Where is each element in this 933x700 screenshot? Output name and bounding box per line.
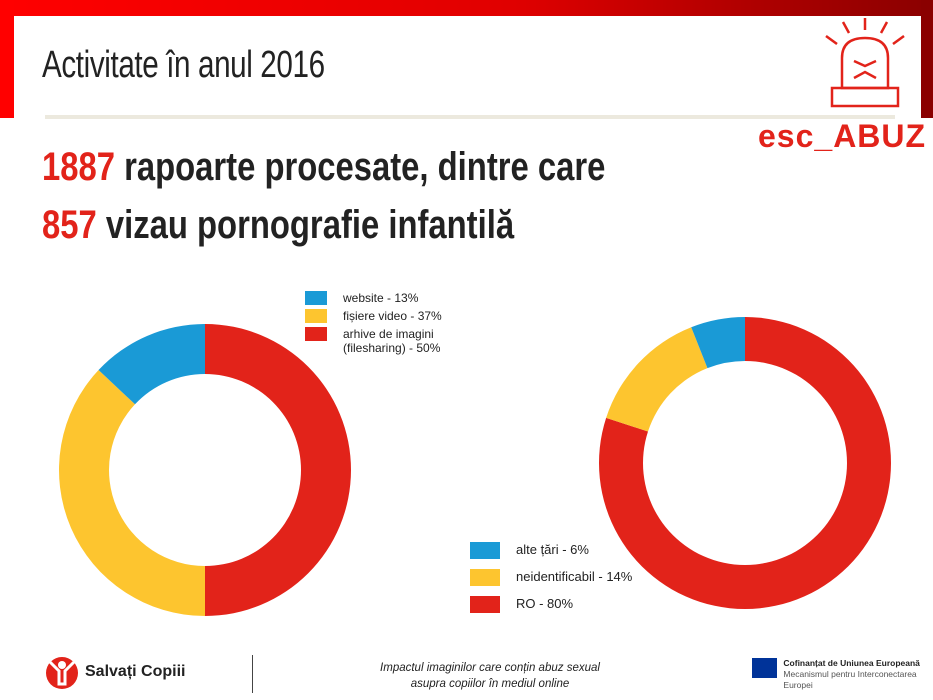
eu-line1: Cofinanțat de Uniunea Europeană (783, 658, 920, 668)
child-abuse-count: 857 (42, 203, 97, 247)
legend-origin: alte țări - 6% neidentificabil - 14% RO … (470, 542, 660, 623)
donut2-slice-2 (691, 317, 745, 369)
headline-reports: 1887 rapoarte procesate, dintre care (42, 145, 605, 190)
legend-label: fișiere video - 37% (343, 309, 442, 323)
legend-item: fișiere video - 37% (305, 309, 475, 323)
donut1-slice-1 (58, 370, 205, 616)
eu-cofunding: Cofinanțat de Uniunea Europeană Mecanism… (752, 658, 933, 691)
reports-text: rapoarte procesate, dintre care (114, 145, 606, 189)
donut2-slice-1 (606, 327, 708, 432)
legend-swatch (470, 596, 500, 613)
legend-label: RO - 80% (516, 596, 574, 611)
legend-content-type: website - 13% fișiere video - 37% arhive… (305, 291, 475, 359)
donut2-slice-0 (599, 317, 891, 609)
alarm-light-logo-icon (825, 18, 905, 108)
brand-logo-text: esc_ABUZ (758, 118, 927, 154)
legend-item: neidentificabil - 14% (470, 569, 660, 586)
legend-item: alte țări - 6% (470, 542, 660, 559)
org-name: Salvați Copiii (85, 663, 186, 680)
footer-divider (252, 655, 253, 693)
salvati-copiii-logo: Salvați Copiii (45, 654, 185, 690)
project-title: Impactul imaginilor care conțin abuz sex… (330, 660, 650, 692)
child-figure-icon (46, 657, 78, 689)
eu-line2: Mecanismul pentru Interconectarea Europe… (783, 669, 917, 690)
legend-label: website - 13% (343, 291, 419, 305)
legend-swatch (470, 542, 500, 559)
project-title-line1: Impactul imaginilor care conțin abuz sex… (380, 662, 600, 674)
right-accent-bar (921, 0, 933, 118)
top-accent-bar (0, 0, 933, 16)
child-abuse-text: vizau pornografie infantilă (96, 203, 515, 247)
legend-label: neidentificabil - 14% (516, 569, 633, 584)
legend-swatch (305, 291, 327, 305)
reports-count: 1887 (42, 145, 115, 189)
slide-title: Activitate în anul 2016 (42, 44, 325, 86)
eu-flag-icon (752, 658, 778, 678)
donut1-slice-0 (205, 324, 351, 616)
legend-swatch (305, 309, 327, 323)
left-accent-bar (0, 0, 14, 118)
legend-item: website - 13% (305, 291, 475, 305)
legend-swatch (305, 327, 327, 341)
legend-item: RO - 80% (470, 596, 660, 613)
legend-swatch (470, 569, 500, 586)
legend-label: arhive de imagini (filesharing) - 50% (343, 327, 441, 355)
headline-child-abuse: 857 vizau pornografie infantilă (42, 203, 514, 248)
legend-label: alte țări - 6% (516, 542, 589, 557)
project-title-line2: asupra copiilor în mediul online (410, 678, 570, 690)
donut1-slice-2 (98, 324, 205, 405)
title-divider (45, 115, 895, 119)
legend-item: arhive de imagini (filesharing) - 50% (305, 327, 475, 355)
